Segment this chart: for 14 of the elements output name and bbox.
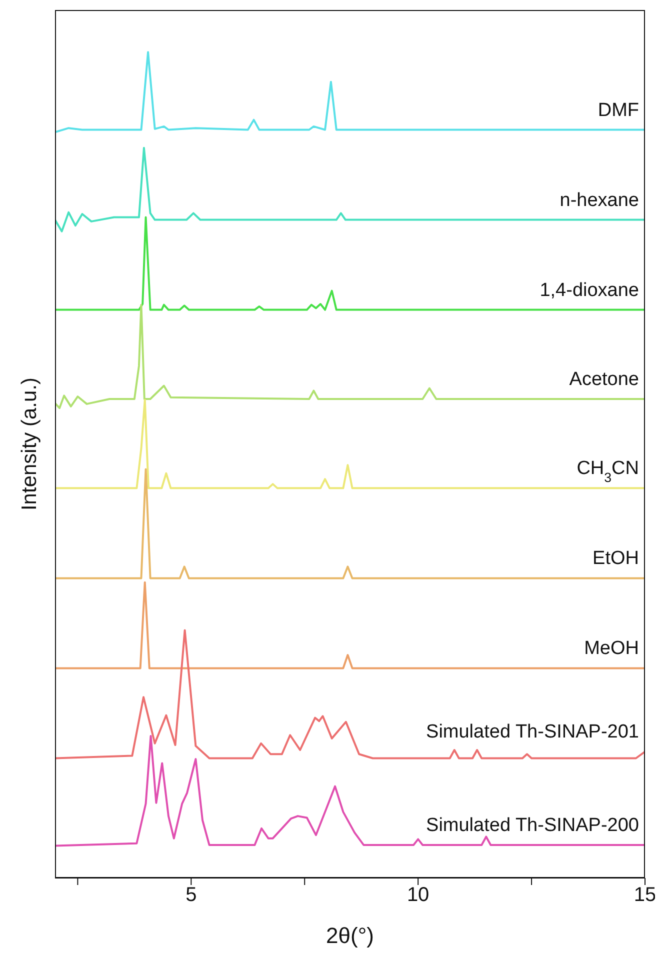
series-label: Acetone: [569, 368, 639, 390]
series-label: 1,4-dioxane: [540, 280, 639, 301]
x-axis-title: 2θ(°): [326, 923, 374, 948]
x-tick-label: 10: [406, 884, 430, 906]
y-axis-title: Intensity (a.u.): [18, 377, 42, 511]
x-tick-label: 15: [634, 884, 656, 906]
series-label: MeOH: [584, 638, 639, 660]
series-label: n-hexane: [560, 190, 639, 211]
series-label: Simulated Th-SINAP-200: [426, 814, 639, 836]
x-tick-label: 5: [186, 884, 197, 906]
series-label: DMF: [598, 100, 639, 121]
series-label: Simulated Th-SINAP-201: [426, 722, 639, 743]
series-label: CH$_{3}$CN: [576, 458, 639, 485]
series-label: EtOH: [592, 548, 639, 570]
